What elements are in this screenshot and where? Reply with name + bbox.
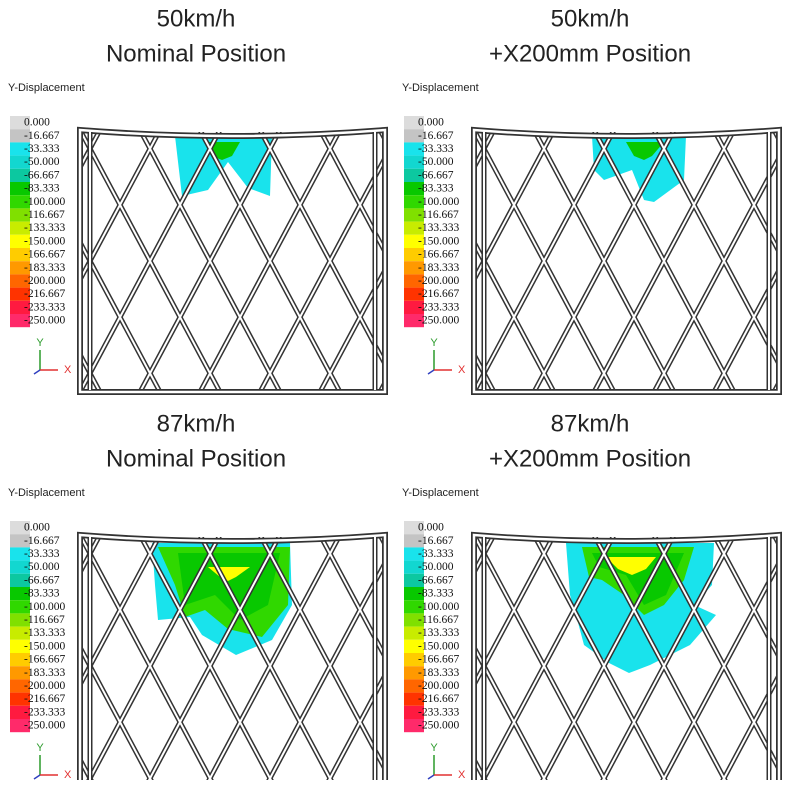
axis-label: Y: [430, 742, 438, 754]
legend-label: -50.000: [418, 561, 454, 573]
legend-label: -200.000: [24, 275, 65, 287]
axis-label: X: [64, 364, 72, 376]
legend-label: -233.333: [418, 301, 459, 313]
legend-label: -66.667: [24, 169, 60, 181]
legend-label: -250.000: [418, 720, 459, 732]
panel-title: Nominal Position: [106, 40, 286, 67]
legend-label: -33.333: [418, 143, 454, 155]
legend-label: -200.000: [24, 680, 65, 692]
legend-label: -66.667: [418, 574, 454, 586]
legend-label: -233.333: [24, 706, 65, 718]
field-label: Y-Displacement: [402, 487, 479, 499]
legend-label: -16.667: [418, 130, 454, 142]
legend-label: -33.333: [24, 548, 60, 560]
legend-label: -166.667: [418, 249, 459, 261]
legend-label: -183.333: [24, 262, 65, 274]
legend-label: -216.667: [24, 693, 65, 705]
panel-title: 87km/h: [157, 410, 236, 437]
legend-label: -150.000: [418, 640, 459, 652]
legend-label: -33.333: [24, 143, 60, 155]
legend-label: -183.333: [418, 262, 459, 274]
axis-label: X: [458, 364, 466, 376]
legend-label: -250.000: [24, 720, 65, 732]
legend-label: 0.000: [418, 522, 444, 534]
figure: 50km/h Nominal Position Y-Displacement 0.00…: [0, 0, 788, 780]
legend-label: -216.667: [24, 288, 65, 300]
legend-label: -83.333: [24, 183, 60, 195]
legend-label: -133.333: [24, 627, 65, 639]
legend-label: -216.667: [418, 288, 459, 300]
field-label: Y-Displacement: [8, 82, 85, 94]
legend-label: -150.000: [418, 235, 459, 247]
legend-label: -133.333: [418, 222, 459, 234]
legend-label: -183.333: [418, 667, 459, 679]
axis-line: [34, 370, 40, 374]
legend-label: -150.000: [24, 640, 65, 652]
legend-label: -100.000: [24, 196, 65, 208]
legend-label: -66.667: [418, 169, 454, 181]
legend-label: -116.667: [24, 209, 65, 221]
lattice-member: [440, 130, 580, 392]
legend-label: -133.333: [24, 222, 65, 234]
legend-label: -250.000: [24, 315, 65, 327]
legend-label: -166.667: [418, 654, 459, 666]
legend-label: -116.667: [418, 614, 459, 626]
panel-title: 50km/h: [551, 5, 630, 32]
legend-label: -83.333: [24, 588, 60, 600]
legend-label: -216.667: [418, 693, 459, 705]
legend-label: -16.667: [24, 130, 60, 142]
legend-label: -233.333: [418, 706, 459, 718]
legend-label: -50.000: [24, 156, 60, 168]
legend-label: -250.000: [418, 315, 459, 327]
legend-label: -166.667: [24, 654, 65, 666]
legend-label: -116.667: [418, 209, 459, 221]
axis-label: Y: [430, 337, 438, 349]
legend-label: -83.333: [418, 588, 454, 600]
legend-label: -200.000: [418, 680, 459, 692]
legend-label: -116.667: [24, 614, 65, 626]
legend-label: -233.333: [24, 301, 65, 313]
legend-label: -50.000: [418, 156, 454, 168]
lattice-member: [440, 535, 580, 780]
field-label: Y-Displacement: [402, 82, 479, 94]
legend-label: -33.333: [418, 548, 454, 560]
axis-line: [428, 775, 434, 779]
lattice-member: [440, 130, 580, 392]
legend-label: 0.000: [418, 117, 444, 129]
legend-label: -133.333: [418, 627, 459, 639]
legend-label: -100.000: [418, 601, 459, 613]
legend-label: 0.000: [24, 522, 50, 534]
axis-label: Y: [36, 337, 44, 349]
field-label: Y-Displacement: [8, 487, 85, 499]
lattice-member: [440, 535, 580, 780]
legend-label: -16.667: [418, 535, 454, 547]
legend-label: -66.667: [24, 574, 60, 586]
axis-label: X: [64, 769, 72, 780]
panel-title: 50km/h: [157, 5, 236, 32]
legend-label: -83.333: [418, 183, 454, 195]
legend-label: -183.333: [24, 667, 65, 679]
legend-label: -166.667: [24, 249, 65, 261]
lattice-member: [440, 535, 580, 780]
legend-label: -150.000: [24, 235, 65, 247]
legend-label: -50.000: [24, 561, 60, 573]
axis-label: X: [458, 769, 466, 780]
panel-title: Nominal Position: [106, 445, 286, 472]
panel-title: 87km/h: [551, 410, 630, 437]
lattice-member: [440, 130, 580, 392]
axis-label: Y: [36, 742, 44, 754]
legend-label: -16.667: [24, 535, 60, 547]
axis-line: [34, 775, 40, 779]
panel-title: +X200mm Position: [489, 445, 691, 472]
legend-label: 0.000: [24, 117, 50, 129]
legend-label: -100.000: [24, 601, 65, 613]
panel-title: +X200mm Position: [489, 40, 691, 67]
legend-label: -100.000: [418, 196, 459, 208]
axis-line: [428, 370, 434, 374]
lattice-member: [440, 130, 580, 392]
lattice-member: [440, 535, 580, 780]
legend-label: -200.000: [418, 275, 459, 287]
